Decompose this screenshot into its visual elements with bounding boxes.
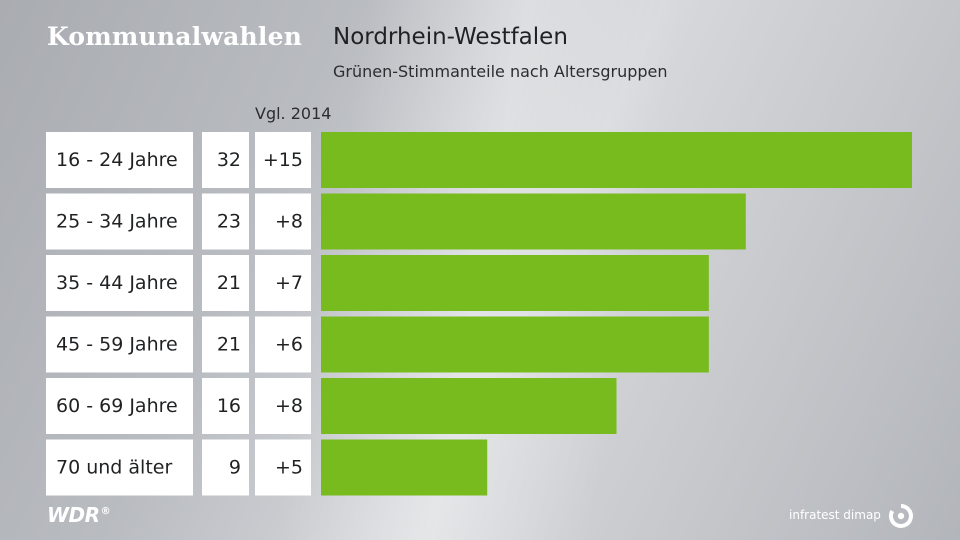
wdr-logo: WDR® <box>47 503 111 527</box>
category-label: 70 und älter <box>56 457 172 479</box>
change-cell <box>255 439 311 496</box>
change-cell <box>255 132 311 188</box>
value-label: 32 <box>217 149 241 171</box>
data-bar <box>321 193 746 250</box>
category-label: 35 - 44 Jahre <box>56 272 178 294</box>
value-label: 23 <box>217 211 241 233</box>
value-cell <box>202 193 249 250</box>
change-cell <box>255 378 311 434</box>
value-cell <box>202 439 249 496</box>
source-label: infratest dimap <box>789 508 881 522</box>
category-label: 16 - 24 Jahre <box>56 149 178 171</box>
value-cell <box>202 255 249 311</box>
data-bar <box>321 132 912 188</box>
topic-heading: Kommunalwahlen <box>47 22 303 51</box>
category-cell <box>46 439 193 496</box>
value-label: 21 <box>217 334 241 356</box>
value-cell <box>202 378 249 434</box>
category-label: 45 - 59 Jahre <box>56 334 178 356</box>
category-cell <box>46 193 193 250</box>
change-label: +6 <box>275 334 303 356</box>
change-label: +7 <box>275 272 303 294</box>
category-cell <box>46 378 193 434</box>
data-bar <box>321 439 488 496</box>
change-label: +8 <box>275 395 303 417</box>
category-label: 25 - 34 Jahre <box>56 211 178 233</box>
chart-title: Nordrhein-Westfalen <box>333 24 568 50</box>
wdr-logo-text: WDR <box>47 503 100 527</box>
infratest-dimap-logo-icon <box>888 504 913 528</box>
chart-subtitle: Grünen-Stimmanteile nach Altersgruppen <box>333 62 668 81</box>
registered-mark: ® <box>100 506 111 518</box>
change-cell <box>255 193 311 250</box>
data-bar <box>321 316 709 373</box>
data-bar <box>321 378 617 434</box>
value-cell <box>202 316 249 373</box>
data-bar <box>321 255 709 311</box>
change-label: +5 <box>275 457 303 479</box>
value-label: 21 <box>217 272 241 294</box>
change-cell <box>255 255 311 311</box>
comparison-column-header: Vgl. 2014 <box>255 104 332 123</box>
change-cell <box>255 316 311 373</box>
category-cell <box>46 132 193 188</box>
value-label: 16 <box>217 395 241 417</box>
category-cell <box>46 316 193 373</box>
change-label: +8 <box>275 211 303 233</box>
value-label: 9 <box>229 457 241 479</box>
category-label: 60 - 69 Jahre <box>56 395 178 417</box>
category-cell <box>46 255 193 311</box>
value-cell <box>202 132 249 188</box>
change-label: +15 <box>263 149 303 171</box>
